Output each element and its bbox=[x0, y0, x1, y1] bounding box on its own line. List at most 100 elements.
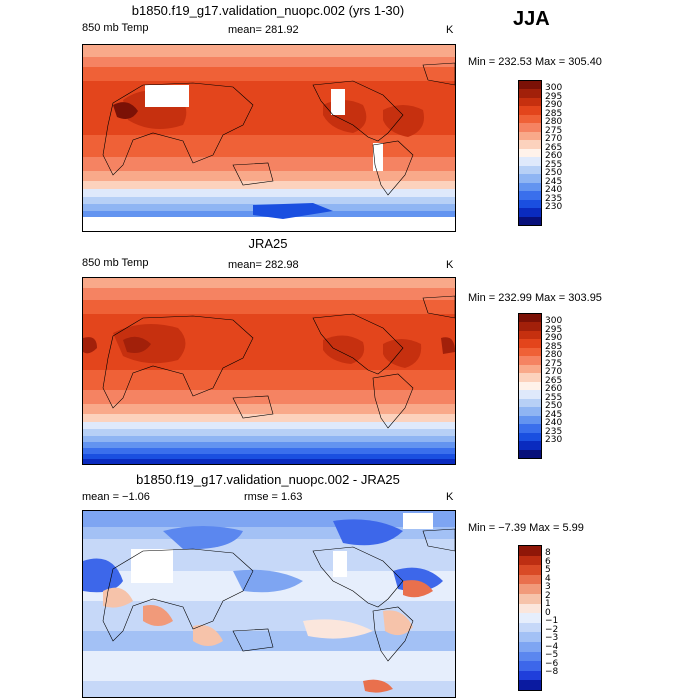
panel-title: b1850.f19_g17.validation_nuopc.002 - JRA… bbox=[136, 472, 400, 487]
colorbar-tick-label: 8 bbox=[545, 548, 551, 559]
colorbar-swatch bbox=[519, 593, 541, 604]
mean-label: mean= 282.98 bbox=[228, 259, 299, 271]
colorbar-tick-label: −2 bbox=[545, 624, 559, 635]
colorbar-swatch bbox=[519, 651, 541, 662]
panel-title: b1850.f19_g17.validation_nuopc.002 (yrs … bbox=[131, 3, 405, 18]
colorbar-tick-label: 235 bbox=[545, 426, 563, 437]
colorbar-swatch bbox=[519, 97, 541, 107]
colorbar-swatch bbox=[519, 555, 541, 566]
colorbar-swatch bbox=[519, 449, 541, 458]
colorbar-swatch bbox=[519, 390, 541, 399]
colorbar-swatch bbox=[519, 641, 541, 652]
season-label: JJA bbox=[513, 8, 550, 30]
colorbar-swatch bbox=[519, 81, 541, 90]
colorbar-swatch bbox=[519, 680, 541, 690]
colorbar-swatch bbox=[519, 546, 541, 556]
colorbar-swatch bbox=[519, 199, 541, 209]
temperature-map-obs bbox=[82, 277, 456, 465]
colorbar-swatch bbox=[519, 89, 541, 98]
colorbar-tick-label: 280 bbox=[545, 350, 563, 361]
variable-label: 850 mb Temp bbox=[82, 257, 149, 269]
panel-title: JRA25 bbox=[248, 236, 288, 251]
colorbar-tick-label: 265 bbox=[545, 142, 563, 153]
colorbar-swatch bbox=[519, 216, 541, 225]
colorbar-swatch bbox=[519, 131, 541, 141]
temperature-map-model bbox=[82, 44, 456, 232]
colorbar-swatch bbox=[519, 424, 541, 433]
colorbar-swatch bbox=[519, 347, 541, 357]
colorbar-swatch bbox=[519, 574, 541, 585]
colorbar-swatch bbox=[519, 565, 541, 575]
colorbar-tick-label: 240 bbox=[545, 185, 563, 196]
colorbar-swatch bbox=[519, 191, 541, 200]
colorbar-diff bbox=[518, 545, 542, 691]
colorbar-tick-label: 230 bbox=[545, 435, 563, 446]
units-label: K bbox=[446, 491, 454, 503]
colorbar-swatch bbox=[519, 622, 541, 633]
colorbar-tick-label: 245 bbox=[545, 176, 563, 187]
colorbar-tick-label: 265 bbox=[545, 375, 563, 386]
rmse-label: rmse = 1.63 bbox=[244, 491, 303, 503]
colorbar-tick-label: −8 bbox=[545, 667, 559, 678]
colorbar-model bbox=[518, 80, 542, 226]
colorbar-tick-label: −5 bbox=[545, 650, 559, 661]
mean-label: mean = −1.06 bbox=[82, 491, 150, 503]
colorbar-tick-label: 275 bbox=[545, 125, 563, 136]
colorbar-swatch bbox=[519, 432, 541, 442]
colorbar-tick-label: 270 bbox=[545, 367, 563, 378]
colorbar-tick-label: 2 bbox=[545, 590, 551, 601]
colorbar-swatch bbox=[519, 398, 541, 408]
colorbar-swatch bbox=[519, 182, 541, 192]
colorbar-swatch bbox=[519, 106, 541, 115]
colorbar-swatch bbox=[519, 165, 541, 175]
colorbar-tick-label: −3 bbox=[545, 633, 559, 644]
colorbar-tick-label: 300 bbox=[545, 83, 563, 94]
colorbar-tick-label: −4 bbox=[545, 641, 559, 652]
colorbar-swatch bbox=[519, 140, 541, 149]
colorbar-swatch bbox=[519, 613, 541, 623]
colorbar-swatch bbox=[519, 381, 541, 391]
colorbar-tick-label: 0 bbox=[545, 607, 551, 618]
colorbar-tick-label: 255 bbox=[545, 392, 563, 403]
colorbar-swatch bbox=[519, 661, 541, 671]
colorbar-swatch bbox=[519, 322, 541, 331]
colorbar-tick-label: −1 bbox=[545, 616, 559, 627]
colorbar-swatch bbox=[519, 339, 541, 348]
colorbar-swatch bbox=[519, 603, 541, 614]
colorbar-tick-label: 245 bbox=[545, 409, 563, 420]
colorbar-tick-label: 285 bbox=[545, 341, 563, 352]
colorbar-tick-label: 3 bbox=[545, 582, 551, 593]
colorbar-tick-label: 285 bbox=[545, 108, 563, 119]
colorbar-tick-label: 250 bbox=[545, 168, 563, 179]
colorbar-tick-label: 6 bbox=[545, 556, 551, 567]
colorbar-swatch bbox=[519, 330, 541, 340]
colorbar-tick-label: 290 bbox=[545, 333, 563, 344]
difference-map bbox=[82, 510, 456, 698]
colorbar-tick-label: 290 bbox=[545, 100, 563, 111]
units-label: K bbox=[446, 24, 454, 36]
colorbar-tick-label: 280 bbox=[545, 117, 563, 128]
colorbar-tick-label: 295 bbox=[545, 324, 563, 335]
colorbar-tick-label: 260 bbox=[545, 384, 563, 395]
range-label: Min = 232.99 Max = 303.95 bbox=[468, 292, 602, 304]
units-label: K bbox=[446, 259, 454, 271]
range-label: Min = 232.53 Max = 305.40 bbox=[468, 56, 602, 68]
colorbar-swatch bbox=[519, 148, 541, 158]
colorbar-tick-label: 5 bbox=[545, 565, 551, 576]
colorbar-swatch bbox=[519, 114, 541, 124]
colorbar-swatch bbox=[519, 364, 541, 374]
colorbar-tick-label: 255 bbox=[545, 159, 563, 170]
colorbar-tick-label: 300 bbox=[545, 316, 563, 327]
colorbar-swatch bbox=[519, 441, 541, 450]
variable-label: 850 mb Temp bbox=[82, 22, 149, 34]
colorbar-tick-label: 260 bbox=[545, 151, 563, 162]
colorbar-tick-label: 270 bbox=[545, 134, 563, 145]
colorbar-swatch bbox=[519, 584, 541, 594]
colorbar-swatch bbox=[519, 407, 541, 416]
colorbar-swatch bbox=[519, 208, 541, 217]
colorbar-swatch bbox=[519, 174, 541, 183]
colorbar-swatch bbox=[519, 415, 541, 425]
colorbar-tick-label: 1 bbox=[545, 599, 551, 610]
colorbar-tick-label: 240 bbox=[545, 418, 563, 429]
colorbar-swatch bbox=[519, 123, 541, 132]
